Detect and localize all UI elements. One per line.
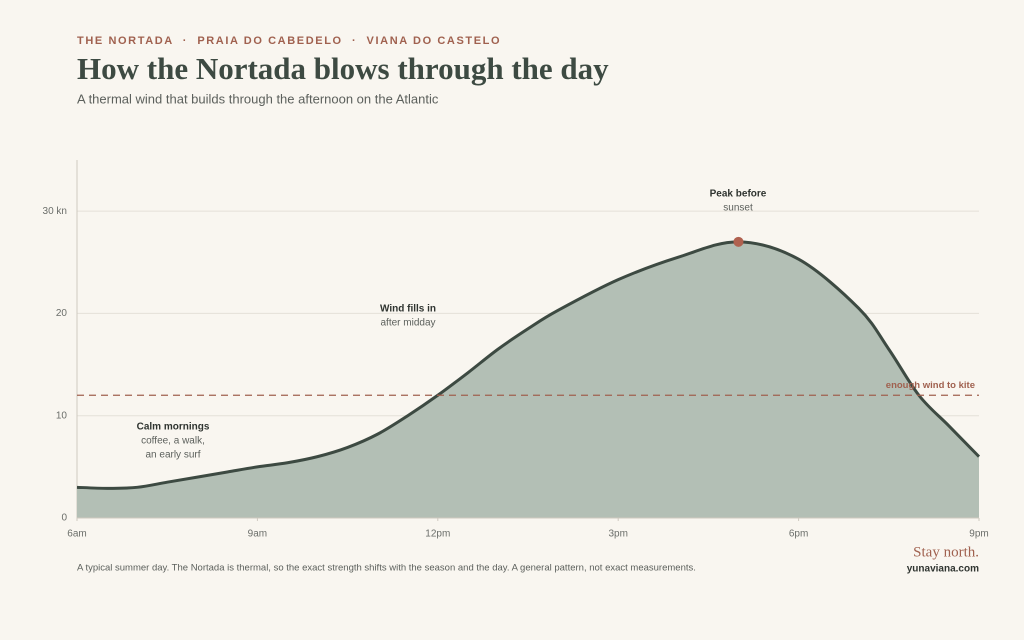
signoff: Stay north.: [913, 544, 979, 560]
x-tick-label: 6pm: [789, 529, 808, 540]
subtitle: A thermal wind that builds through the a…: [77, 91, 439, 106]
chart-title: How the Nortada blows through the day: [77, 51, 609, 86]
x-tick-label: 3pm: [608, 529, 627, 540]
x-tick-label: 9pm: [969, 529, 988, 540]
annotation-text: sunset: [723, 203, 753, 214]
peak-marker: [733, 236, 744, 247]
x-tick-label: 12pm: [425, 529, 450, 540]
annotation-text: an early surf: [145, 450, 200, 461]
site: yunaviana.com: [907, 564, 979, 575]
x-tick-label: 6am: [67, 529, 86, 540]
footnote: A typical summer day. The Nortada is the…: [77, 563, 696, 574]
annotation-text: after midday: [380, 318, 435, 329]
annotation-heading: Calm mornings: [137, 422, 210, 433]
threshold-label: enough wind to kite: [886, 380, 975, 391]
annotation-heading: Wind fills in: [380, 304, 436, 315]
area: [77, 241, 979, 518]
y-tick-label: 0: [61, 513, 67, 524]
annotation-heading: Peak before: [710, 189, 767, 200]
line: [76, 240, 981, 490]
annotation-text: coffee, a walk,: [141, 436, 205, 447]
y-tick-label: 20: [56, 308, 68, 319]
y-tick-label: 10: [56, 410, 68, 421]
eyebrow: THE NORTADA · PRAIA DO CABEDELO · VIANA …: [77, 35, 501, 47]
y-tick-label: 30 kn: [43, 206, 67, 217]
x-tick-label: 9am: [248, 529, 267, 540]
